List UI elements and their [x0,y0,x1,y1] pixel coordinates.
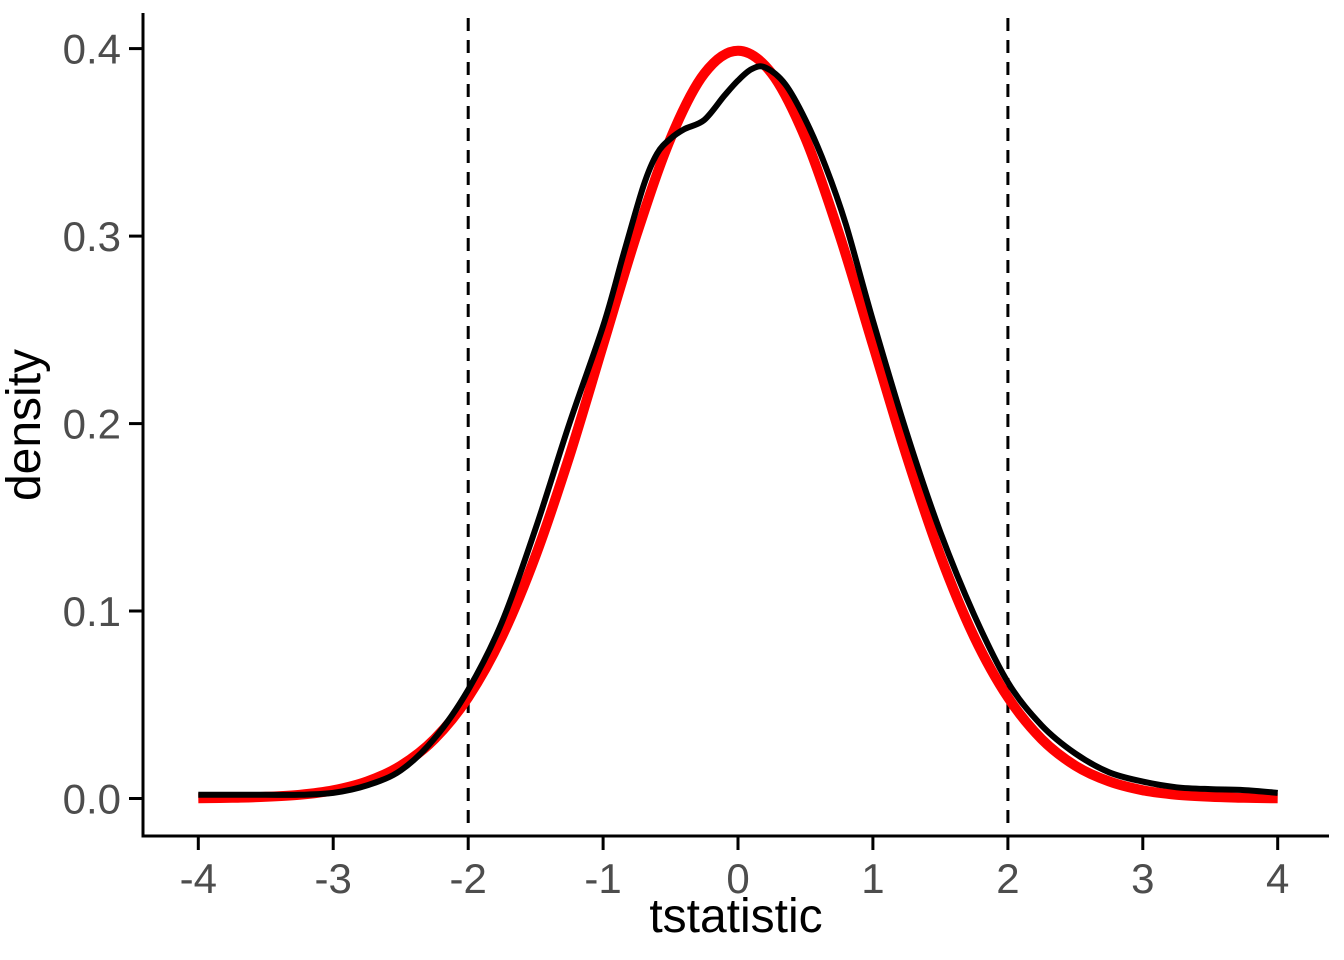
curve-theoretical-normal-density [198,45,1278,804]
x-tick-label: -4 [180,855,217,902]
x-axis-title: tstatistic [649,890,822,943]
y-tick-label: 0.0 [63,776,121,823]
x-tick-label: -3 [315,855,352,902]
x-tick-label: 4 [1266,855,1289,902]
y-tick-label: 0.4 [63,26,121,73]
x-tick-label: 1 [861,855,884,902]
x-tick-label: 3 [1131,855,1154,902]
y-tick-label: 0.3 [63,213,121,260]
axes-layer: -4 -3 -2 -1 0 1 2 3 4 0.0 0.1 0.2 0.3 0.4 [63,13,1329,902]
x-tick-label: -2 [450,855,487,902]
curve-empirical-tstatistic-density [198,63,1278,798]
x-tick-label: 0 [726,855,749,902]
x-tick-label: 2 [996,855,1019,902]
y-axis-title: density [0,349,51,501]
series-layer [198,45,1278,804]
x-tick-label: -1 [584,855,621,902]
y-tick-label: 0.1 [63,588,121,635]
y-tick-label: 0.2 [63,401,121,448]
reference-lines-layer [466,18,1010,831]
